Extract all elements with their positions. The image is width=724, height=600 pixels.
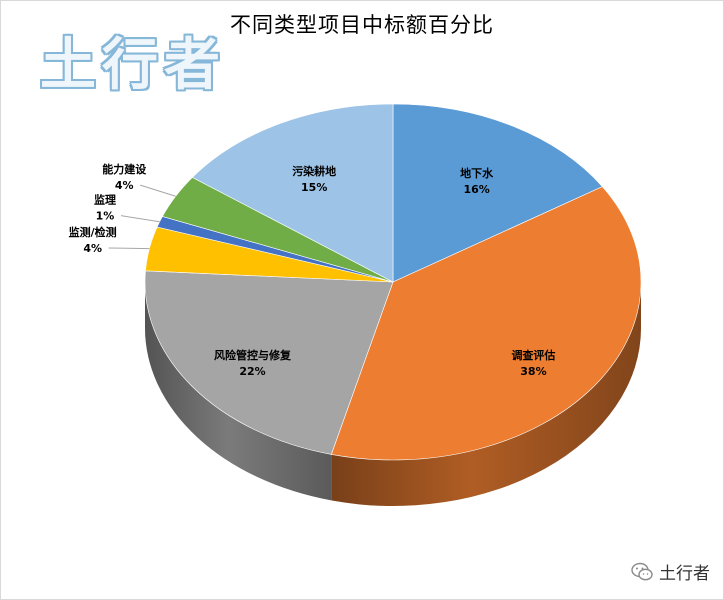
pie-side-shade-2 — [144, 282, 332, 501]
slice-label-1: 调查评估 — [511, 348, 555, 362]
slice-value-6: 15% — [301, 181, 327, 194]
pie-slice-2 — [144, 270, 394, 455]
slice-label-5: 能力建设 — [102, 162, 147, 176]
leader-lines — [108, 184, 176, 250]
slice-value-5: 4% — [115, 179, 134, 192]
slice-label-4: 监理 — [94, 193, 116, 207]
pie-tops — [144, 103, 642, 461]
pie-slice-6 — [191, 103, 394, 283]
pie-slice-1 — [330, 186, 642, 461]
pie-slice-0 — [392, 103, 603, 283]
slice-value-3: 4% — [83, 242, 102, 255]
wechat-icon — [631, 562, 653, 582]
source-badge-text: 土行者 — [659, 564, 710, 584]
slice-value-4: 1% — [96, 210, 115, 223]
chart-title: 不同类型项目中标额百分比 — [230, 13, 494, 37]
slice-value-2: 22% — [239, 365, 265, 378]
leader-line-3 — [108, 247, 150, 250]
pie-side-shade-1 — [331, 282, 641, 507]
slice-label-2: 风险管控与修复 — [214, 348, 292, 362]
slice-label-3: 监测/检测 — [69, 225, 117, 239]
slice-value-0: 16% — [463, 183, 489, 196]
source-badge: 土行者 — [631, 559, 710, 584]
watermark-logo: 土行者 — [40, 32, 226, 98]
leader-line-5 — [140, 184, 176, 197]
slice-value-1: 38% — [520, 365, 546, 378]
slice-label-6: 污染耕地 — [292, 164, 336, 178]
leader-line-4 — [120, 215, 160, 223]
slice-labels: 地下水16%调查评估38%风险管控与修复22%监测/检测4%监理1%能力建设4%… — [69, 162, 556, 378]
pie-sides — [144, 282, 641, 507]
slice-label-0: 地下水 — [460, 166, 494, 180]
